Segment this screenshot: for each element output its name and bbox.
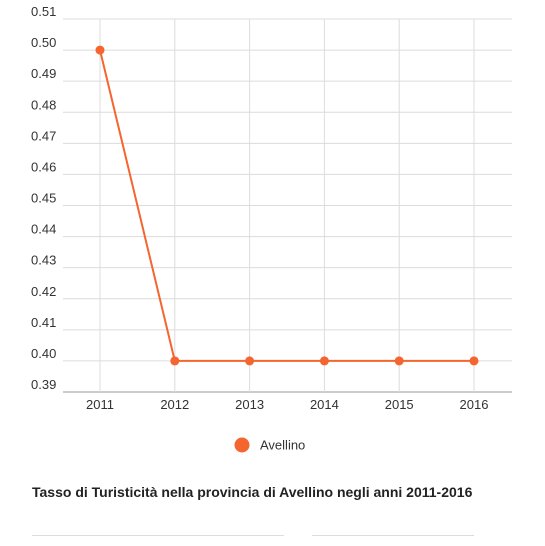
x-tick-label: 2014 <box>310 397 339 412</box>
y-tick-label: 0.40 <box>31 346 56 361</box>
data-point[interactable] <box>319 356 329 366</box>
data-point[interactable] <box>95 45 105 55</box>
divider-right <box>312 535 474 536</box>
legend-label[interactable]: Avellino <box>260 438 305 453</box>
grid-lines <box>63 18 512 393</box>
x-tick-label: 2011 <box>86 397 114 412</box>
y-tick-label: 0.45 <box>31 191 56 206</box>
data-point[interactable] <box>170 356 180 366</box>
y-tick-label: 0.42 <box>31 284 56 299</box>
legend-marker <box>234 437 250 453</box>
y-tick-label: 0.41 <box>31 315 56 330</box>
y-tick-label: 0.43 <box>31 253 56 268</box>
series-layer <box>95 45 479 366</box>
legend[interactable]: Avellino <box>234 437 306 453</box>
chart-title: Tasso di Turisticità nella provincia di … <box>32 484 473 500</box>
y-tick-label: 0.47 <box>31 128 56 143</box>
data-point[interactable] <box>394 356 404 366</box>
x-axis-tick-labels: 2011 2012 2013 2014 2015 2016 <box>86 397 488 412</box>
y-tick-label: 0.44 <box>31 222 56 237</box>
y-tick-label: 0.39 <box>31 377 56 392</box>
x-tick-label: 2012 <box>160 397 189 412</box>
x-tick-label: 2013 <box>235 397 264 412</box>
y-tick-label: 0.49 <box>31 66 56 81</box>
y-tick-label: 0.51 <box>31 4 56 19</box>
y-tick-label: 0.50 <box>31 35 56 50</box>
data-point[interactable] <box>245 356 255 366</box>
divider-left <box>32 535 284 536</box>
x-tick-label: 2015 <box>385 397 414 412</box>
x-tick-label: 2016 <box>460 397 489 412</box>
y-tick-label: 0.46 <box>31 159 56 174</box>
y-tick-label: 0.48 <box>31 97 56 112</box>
data-point[interactable] <box>469 356 479 366</box>
y-axis-tick-labels: 0.39 0.40 0.41 0.42 0.43 0.44 0.45 0.46 0.47 0.48… <box>31 4 56 392</box>
series-line <box>99 49 474 362</box>
